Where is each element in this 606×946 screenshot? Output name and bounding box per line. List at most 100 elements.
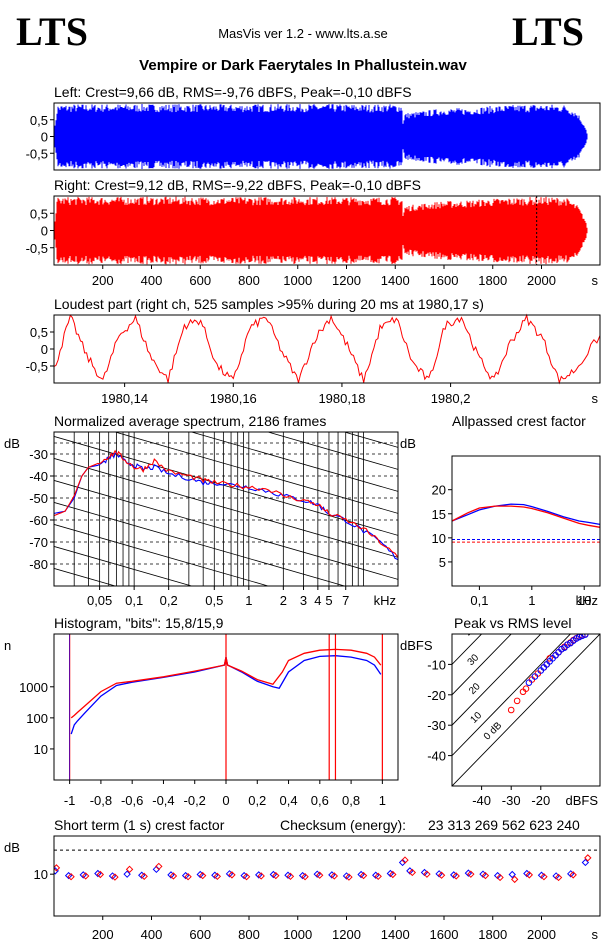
right-waveform-ytick-label: -0,5 [26,241,48,256]
short-term-crest-xtick-label: 200 [92,927,114,942]
spectrum-xtick-label: 0,5 [205,593,223,608]
logo-left: LTS [16,9,88,54]
loudest-part-xtick-label: 1980,14 [101,391,148,406]
peak-vs-rms-point-right [522,685,530,693]
spectrum-xtick-label: 2 [280,593,287,608]
left-waveform-ytick-label: 0,5 [30,113,48,128]
short-term-crest-point-right [272,871,280,880]
short-term-crest-xtick-label: 1000 [283,927,312,942]
short-term-crest-point-right [184,872,192,881]
spectrum-ytick-label: -30 [29,447,48,462]
histogram-xtick-label: -0,8 [90,793,112,808]
peak-vs-rms-crest-line [452,634,542,726]
histogram-ytick-label: 100 [26,711,48,726]
short-term-crest-point-right [169,872,178,880]
short-term-crest-point-right [198,871,207,880]
short-term-crest-point-right [584,854,592,862]
histogram-ylabel: n [4,638,11,653]
short-term-crest-point-right [96,870,105,879]
spectrum-ytick-label: -80 [29,557,48,572]
short-term-crest-point-right [257,872,265,880]
spectrum-frame [53,431,399,587]
right-waveform-title: Right: Crest=9,12 dB, RMS=-9,22 dBFS, Pe… [54,177,421,193]
left-waveform-ytick-label: -0,5 [26,146,48,161]
spectrum-xtick-label: 5 [325,593,332,608]
histogram-xtick-label: 0 [222,793,229,808]
spectrum-ytick-label: -50 [29,491,48,506]
peak-vs-rms-crest-line [452,634,600,786]
short-term-crest-point-right [452,872,460,880]
short-term-crest-checksum-label: Checksum (energy): [280,817,406,833]
app-title: MasVis ver 1.2 - www.lts.a.se [218,26,388,41]
histogram-xtick-label: -0,2 [184,793,206,808]
short-term-crest-xunit: s [592,927,599,942]
peak-vs-rms-xtick-label: -30 [502,793,521,808]
allpassed-crest-ytick-label: 5 [439,555,446,570]
histogram-xtick-label: -0,4 [152,793,174,808]
peak-vs-rms-crest-label: 30 [466,652,482,668]
histogram-xtick-label: 1 [379,793,386,808]
right-waveform-xtick-label: 200 [92,273,114,288]
allpassed-crest-xunit: kHz [576,593,598,608]
histogram-ytick-label: 10 [34,742,48,757]
histogram-title: Histogram, "bits": 15,8/15,9 [54,615,224,631]
spectrum-xunit: kHz [374,593,396,608]
short-term-crest-xtick-label: 600 [189,927,211,942]
spectrum-xtick-label: 0,2 [160,593,178,608]
short-term-crest-point-right [301,872,309,881]
short-term-crest-ylabel: dB [4,840,20,855]
short-term-crest-point-left [581,858,590,867]
peak-vs-rms-ylabel: dBFS [400,638,433,653]
loudest-part-ytick-label: -0,5 [26,359,48,374]
allpassed-crest-xtick-label: 1 [528,593,535,608]
peak-vs-rms-crest-label: 0 dB [482,720,505,743]
short-term-crest-xtick-label: 1200 [332,927,361,942]
peak-vs-rms-crest-label: 20 [467,681,483,697]
right-waveform-xtick-label: 1400 [381,273,410,288]
peak-vs-rms-xtick-label: -40 [472,793,491,808]
loudest-part-title: Loudest part (right ch, 525 samples >95%… [54,296,484,312]
short-term-crest-point-right [525,871,534,879]
spectrum-xtick-label: 3 [300,593,307,608]
short-term-crest-point-right [540,872,548,881]
short-term-crest-point-right [315,871,324,879]
loudest-part-xtick-label: 1980,16 [210,391,257,406]
short-term-crest-point-right [359,871,368,880]
short-term-crest-frame [53,835,601,917]
short-term-crest-point-right [437,871,446,879]
short-term-crest-title: Short term (1 s) crest factor [54,817,225,833]
right-waveform-xunit: s [592,273,599,288]
short-term-crest-xtick-label: 1800 [478,927,507,942]
short-term-crest-point-right [345,873,353,881]
peak-vs-rms-point-right [507,706,515,714]
spectrum-ytick-label: -60 [29,513,48,528]
short-term-crest-point-left [508,870,516,879]
short-term-crest-point-right [423,870,431,878]
right-waveform-xtick-label: 2000 [527,273,556,288]
short-term-crest-xtick-label: 1600 [430,927,459,942]
short-term-crest-point-right [125,865,134,874]
file-title: Vempire or Dark Faerytales In Phallustei… [139,57,467,74]
peak-vs-rms-ytick-label: -40 [427,749,446,764]
spectrum-xtick-label: 4 [314,593,321,608]
right-waveform-xtick-label: 400 [141,273,163,288]
peak-vs-rms-ytick-label: -20 [427,688,446,703]
right-waveform-ytick-label: 0,5 [30,206,48,221]
allpassed-crest-frame [451,455,601,587]
short-term-crest-xtick-label: 2000 [527,927,556,942]
peak-vs-rms-crest-label: 40 [464,623,480,639]
allpassed-crest-xtick-label: 0,1 [470,593,488,608]
allpassed-crest-ytick-label: 15 [432,507,446,522]
histogram-xtick-label: 0,2 [248,793,266,808]
short-term-crest-xtick-label: 800 [238,927,260,942]
spectrum-xtick-label: 0,05 [87,593,112,608]
short-term-crest-point-right [330,872,339,880]
peak-vs-rms-point-right [546,655,553,662]
short-term-crest-point-right [401,856,409,864]
right-waveform-xtick-label: 1600 [430,273,459,288]
peak-vs-rms-crest-line [452,634,572,757]
histogram-xtick-label: 0,6 [311,793,329,808]
peak-vs-rms-point-left [578,634,586,640]
peak-vs-rms-ytick-label: -30 [427,718,446,733]
